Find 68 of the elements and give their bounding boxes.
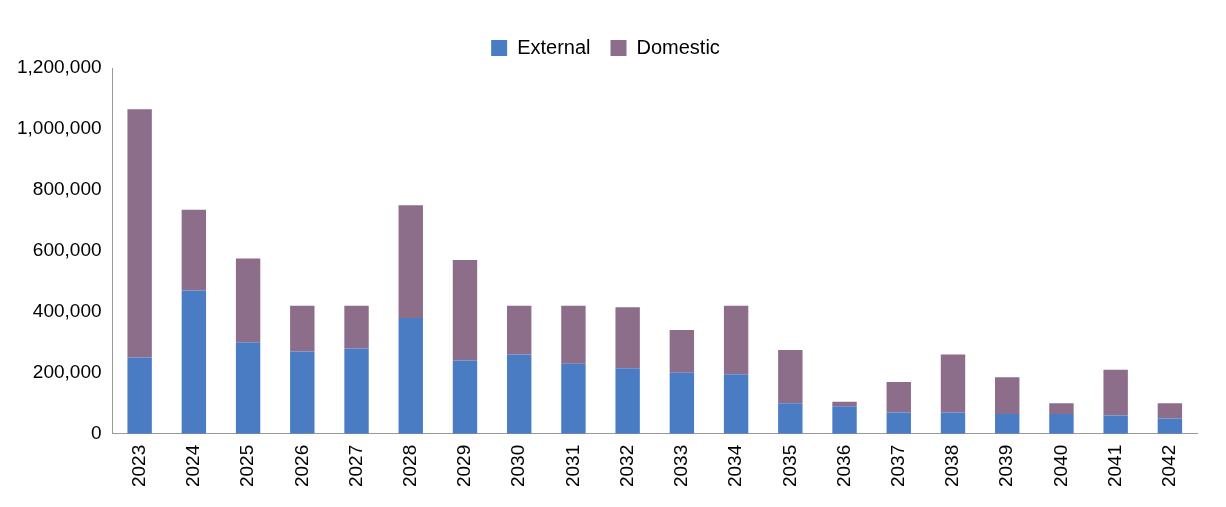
x-tick-label: 2036 — [832, 444, 854, 488]
x-tick-label: 2035 — [778, 444, 800, 488]
x-tick-label: 2025 — [236, 444, 258, 488]
bar — [940, 412, 966, 434]
x-tick-label: 2029 — [453, 444, 475, 488]
y-tick-label: 200,000 — [32, 361, 102, 383]
y-tick-label: 0 — [90, 421, 102, 443]
bar — [235, 258, 261, 343]
bar — [1103, 369, 1128, 416]
bar — [290, 305, 315, 352]
bar — [778, 349, 803, 404]
bar — [507, 305, 532, 355]
x-tick-label: 2024 — [182, 444, 204, 488]
bar — [886, 381, 911, 413]
bar — [344, 348, 369, 434]
x-tick-label: 2026 — [290, 444, 312, 488]
x-tick-label: 2030 — [507, 444, 529, 488]
bar — [832, 406, 857, 434]
x-tick-label: 2042 — [1158, 444, 1180, 488]
bar — [561, 305, 586, 364]
bar — [615, 307, 640, 369]
x-tick-label: 2023 — [127, 444, 149, 488]
x-tick-label: 2040 — [1049, 444, 1071, 488]
bar — [398, 317, 423, 434]
legend-label: External — [517, 35, 591, 58]
x-tick-label: 2037 — [887, 444, 908, 488]
bar — [561, 363, 586, 434]
x-tick-label: 2041 — [1103, 444, 1125, 488]
bar — [778, 403, 803, 434]
bar — [127, 357, 152, 434]
x-tick-label: 2033 — [670, 444, 692, 488]
x-tick-label: 2027 — [344, 444, 366, 488]
bar — [669, 372, 695, 434]
bar — [507, 354, 532, 434]
bar — [290, 351, 315, 434]
bar — [1049, 413, 1074, 434]
y-tick-label: 400,000 — [32, 300, 102, 322]
x-tick-label: 2039 — [995, 444, 1017, 488]
bar — [995, 377, 1020, 414]
bar — [127, 109, 152, 358]
bar — [886, 412, 911, 434]
bar — [181, 209, 207, 291]
bar — [669, 330, 695, 373]
bar — [344, 305, 369, 349]
y-tick-label: 1,000,000 — [16, 117, 102, 139]
bar — [615, 368, 640, 434]
y-tick-label: 1,200,000 — [16, 56, 102, 78]
x-tick-label: 2032 — [615, 444, 637, 488]
bar — [235, 342, 261, 434]
bar — [995, 413, 1020, 434]
bar — [181, 290, 207, 434]
y-tick-label: 600,000 — [32, 239, 102, 261]
bar — [452, 360, 478, 434]
bar — [452, 260, 478, 361]
legend-label: Domestic — [636, 35, 720, 58]
bar — [1103, 415, 1128, 434]
bar — [1157, 403, 1183, 419]
bar — [398, 205, 423, 318]
bar — [1157, 418, 1183, 434]
x-tick-label: 2031 — [561, 444, 583, 488]
y-tick-label: 800,000 — [32, 178, 102, 200]
bar — [723, 305, 749, 375]
bar — [1049, 403, 1074, 414]
x-tick-label: 2034 — [724, 444, 746, 488]
x-tick-label: 2038 — [941, 444, 963, 488]
x-tick-label: 2028 — [398, 444, 420, 488]
bar — [723, 374, 749, 434]
bar — [940, 354, 966, 413]
